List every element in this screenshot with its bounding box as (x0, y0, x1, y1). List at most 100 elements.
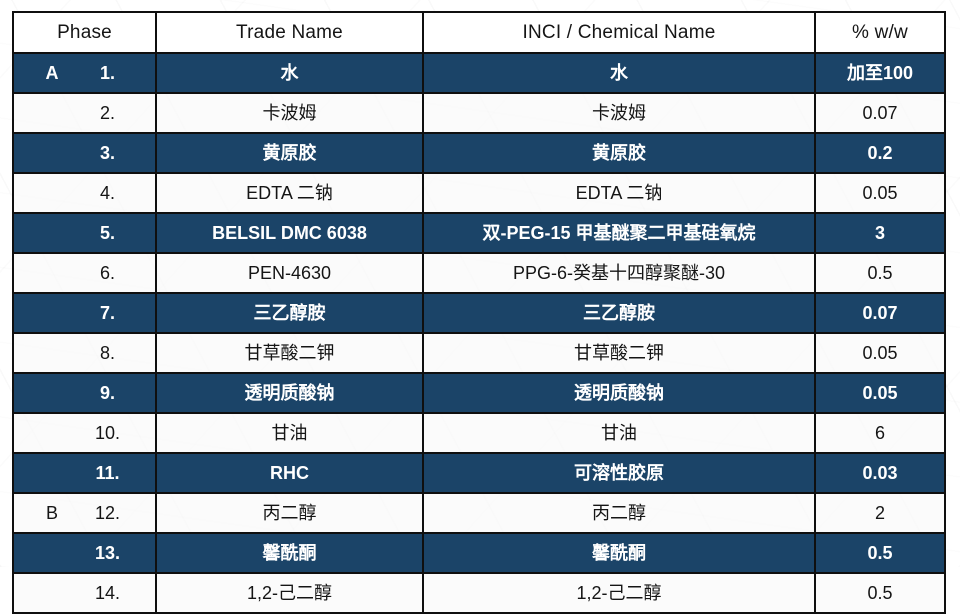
cell-percent[interactable]: 0.5 (814, 532, 946, 574)
phase-index: 9. (99, 383, 115, 403)
cell-phase[interactable]: 5. (12, 212, 157, 254)
phase-index: 3. (99, 143, 115, 163)
cell-inci-name[interactable]: 水 (422, 52, 816, 94)
table-row[interactable]: 4. EDTA 二钠 EDTA 二钠 0.05 (12, 172, 946, 214)
cell-phase[interactable]: 4. (12, 172, 157, 214)
table-header: Phase Trade Name INCI / Chemical Name % … (12, 11, 946, 54)
cell-percent[interactable]: 3 (814, 212, 946, 254)
table-row[interactable]: 14. 1,2-己二醇 1,2-己二醇 0.5 (12, 572, 946, 614)
cell-trade-name[interactable]: EDTA 二钠 (155, 172, 424, 214)
cell-phase[interactable]: 8. (12, 332, 157, 374)
phase-inner: 14. (18, 575, 151, 611)
cell-phase[interactable]: 10. (12, 412, 157, 454)
phase-inner: 3. (18, 135, 151, 171)
table-row[interactable]: B 12. 丙二醇 丙二醇 2 (12, 492, 946, 534)
cell-percent[interactable]: 加至100 (814, 52, 946, 94)
phase-inner: A 1. (18, 55, 151, 91)
phase-inner: 10. (18, 415, 151, 451)
phase-inner: 5. (18, 215, 151, 251)
cell-trade-name[interactable]: 甘油 (155, 412, 424, 454)
cell-percent[interactable]: 0.5 (814, 252, 946, 294)
phase-index: 11. (95, 463, 120, 483)
cell-inci-name[interactable]: 甘草酸二钾 (422, 332, 816, 374)
phase-inner: 9. (18, 375, 151, 411)
table-row[interactable]: 7. 三乙醇胺 三乙醇胺 0.07 (12, 292, 946, 334)
phase-inner: 13. (18, 535, 151, 571)
cell-percent[interactable]: 6 (814, 412, 946, 454)
formulation-table-container: Phase Trade Name INCI / Chemical Name % … (12, 11, 946, 614)
cell-trade-name[interactable]: RHC (155, 452, 424, 494)
column-header-percent[interactable]: % w/w (814, 11, 946, 54)
table-row[interactable]: 11. RHC 可溶性胶原 0.03 (12, 452, 946, 494)
phase-inner: 2. (18, 95, 151, 131)
cell-inci-name[interactable]: 透明质酸钠 (422, 372, 816, 414)
cell-inci-name[interactable]: 黄原胶 (422, 132, 816, 174)
cell-percent[interactable]: 0.07 (814, 92, 946, 134)
table-body: A 1. 水水加至100 2. 卡波姆 卡波姆 0.07 3. 黄原胶 黄原胶 0.2 4. EDTA … (12, 52, 946, 614)
phase-inner: 8. (18, 335, 151, 371)
cell-phase[interactable]: 13. (12, 532, 157, 574)
cell-percent[interactable]: 0.05 (814, 332, 946, 374)
cell-trade-name[interactable]: 馨酰酮 (155, 532, 424, 574)
cell-inci-name[interactable]: 三乙醇胺 (422, 292, 816, 334)
cell-trade-name[interactable]: BELSIL DMC 6038 (155, 212, 424, 254)
cell-trade-name[interactable]: 水 (155, 52, 424, 94)
cell-inci-name[interactable]: 卡波姆 (422, 92, 816, 134)
phase-inner: 6. (18, 255, 151, 291)
header-row: Phase Trade Name INCI / Chemical Name % … (12, 11, 946, 54)
cell-trade-name[interactable]: 透明质酸钠 (155, 372, 424, 414)
table-row[interactable]: 5. BELSIL DMC 6038 双-PEG-15 甲基醚聚二甲基硅氧烷 3 (12, 212, 946, 254)
phase-inner: 7. (18, 295, 151, 331)
table-row[interactable]: 3. 黄原胶 黄原胶 0.2 (12, 132, 946, 174)
cell-percent[interactable]: 0.05 (814, 372, 946, 414)
column-header-trade-name[interactable]: Trade Name (155, 11, 424, 54)
cell-percent[interactable]: 0.03 (814, 452, 946, 494)
cell-percent[interactable]: 0.5 (814, 572, 946, 614)
table-row[interactable]: 9. 透明质酸钠 透明质酸钠 0.05 (12, 372, 946, 414)
cell-inci-name[interactable]: 1,2-己二醇 (422, 572, 816, 614)
phase-index: 5. (99, 223, 115, 243)
cell-phase[interactable]: B 12. (12, 492, 157, 534)
cell-percent[interactable]: 0.07 (814, 292, 946, 334)
phase-index: 14. (94, 583, 121, 603)
cell-inci-name[interactable]: 馨酰酮 (422, 532, 816, 574)
cell-trade-name[interactable]: 丙二醇 (155, 492, 424, 534)
cell-inci-name[interactable]: PPG-6-癸基十四醇聚醚-30 (422, 252, 816, 294)
cell-phase[interactable]: 11. (12, 452, 157, 494)
cell-trade-name[interactable]: 1,2-己二醇 (155, 572, 424, 614)
phase-index: 4. (99, 183, 115, 203)
cell-inci-name[interactable]: 可溶性胶原 (422, 452, 816, 494)
cell-percent[interactable]: 2 (814, 492, 946, 534)
cell-phase[interactable]: 6. (12, 252, 157, 294)
cell-trade-name[interactable]: 黄原胶 (155, 132, 424, 174)
table-row[interactable]: 13. 馨酰酮 馨酰酮 0.5 (12, 532, 946, 574)
column-header-inci[interactable]: INCI / Chemical Name (422, 11, 816, 54)
phase-letter: B (45, 503, 58, 523)
table-row[interactable]: 8. 甘草酸二钾 甘草酸二钾 0.05 (12, 332, 946, 374)
cell-percent[interactable]: 0.2 (814, 132, 946, 174)
table-row[interactable]: 2. 卡波姆 卡波姆 0.07 (12, 92, 946, 134)
table-row[interactable]: 6. PEN-4630 PPG-6-癸基十四醇聚醚-30 0.5 (12, 252, 946, 294)
cell-phase[interactable]: 3. (12, 132, 157, 174)
cell-percent[interactable]: 0.05 (814, 172, 946, 214)
phase-index: 7. (99, 303, 115, 323)
cell-inci-name[interactable]: 甘油 (422, 412, 816, 454)
cell-trade-name[interactable]: PEN-4630 (155, 252, 424, 294)
cell-trade-name[interactable]: 卡波姆 (155, 92, 424, 134)
cell-inci-name[interactable]: EDTA 二钠 (422, 172, 816, 214)
phase-index: 1. (99, 63, 115, 83)
cell-trade-name[interactable]: 甘草酸二钾 (155, 332, 424, 374)
cell-phase[interactable]: A 1. (12, 52, 157, 94)
cell-trade-name[interactable]: 三乙醇胺 (155, 292, 424, 334)
column-header-phase[interactable]: Phase (12, 11, 157, 54)
table-row[interactable]: A 1. 水水加至100 (12, 52, 946, 94)
cell-phase[interactable]: 14. (12, 572, 157, 614)
cell-inci-name[interactable]: 丙二醇 (422, 492, 816, 534)
phase-inner: 11. (18, 455, 151, 491)
cell-phase[interactable]: 7. (12, 292, 157, 334)
table-row[interactable]: 10. 甘油 甘油 6 (12, 412, 946, 454)
phase-inner: B 12. (18, 495, 151, 531)
cell-phase[interactable]: 9. (12, 372, 157, 414)
cell-phase[interactable]: 2. (12, 92, 157, 134)
cell-inci-name[interactable]: 双-PEG-15 甲基醚聚二甲基硅氧烷 (422, 212, 816, 254)
